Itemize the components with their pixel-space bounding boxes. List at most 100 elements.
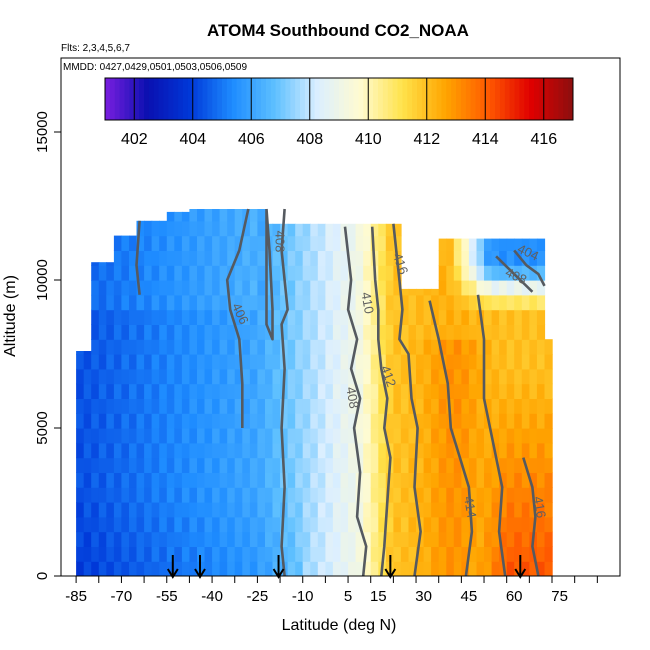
field-cell: [355, 294, 364, 311]
field-cell: [189, 265, 198, 281]
field-cell: [136, 531, 145, 547]
field-cell: [340, 354, 349, 370]
field-cell: [408, 531, 417, 547]
field-cell: [106, 262, 115, 266]
field-cell: [219, 235, 228, 251]
field-cell: [491, 516, 500, 533]
field-cell: [446, 280, 455, 296]
field-cell: [151, 309, 160, 325]
field-cell: [461, 502, 470, 518]
field-cell: [544, 472, 553, 488]
field-cell: [113, 428, 123, 444]
contour-line: [513, 249, 546, 287]
field-cell: [468, 502, 478, 518]
field-cell: [393, 354, 402, 370]
field-cell: [159, 442, 168, 459]
colorbar-swatch: [134, 78, 140, 120]
field-cell: [234, 413, 243, 429]
field-cell: [363, 235, 372, 251]
field-cell: [295, 442, 304, 459]
field-cell: [76, 561, 85, 576]
field-cell: [83, 457, 92, 473]
field-cell: [378, 223, 387, 237]
field-cell: [174, 487, 183, 503]
field-cell: [234, 294, 243, 311]
contour-label: 410: [358, 291, 377, 315]
field-cell: [453, 413, 462, 429]
field-cell: [416, 413, 425, 429]
field-cell: [461, 324, 470, 340]
field-cell: [363, 531, 372, 547]
field-cell: [431, 339, 440, 355]
field-cell: [461, 546, 470, 562]
field-cell: [529, 265, 538, 281]
field-cell: [348, 223, 357, 237]
colorbar-swatch: [558, 78, 564, 120]
field-cell: [98, 546, 107, 562]
field-cell: [408, 561, 417, 576]
field-cell: [385, 487, 394, 503]
field-cell: [174, 294, 183, 311]
field-cell: [408, 413, 417, 429]
field-cell: [174, 211, 183, 222]
x-tick-label: -55: [156, 588, 178, 605]
field-cell: [287, 383, 296, 399]
field-cell: [129, 413, 138, 429]
field-cell: [295, 309, 304, 325]
field-cell: [514, 368, 523, 385]
field-cell: [446, 487, 455, 503]
field-cell: [310, 368, 319, 385]
field-cell: [332, 531, 342, 547]
field-cell: [310, 442, 319, 459]
colorbar-swatch: [339, 78, 345, 120]
field-cell: [400, 457, 410, 473]
field-cell: [212, 368, 221, 385]
field-cell: [280, 235, 289, 251]
field-cell: [227, 398, 236, 414]
field-cell: [129, 324, 138, 340]
field-cell: [499, 531, 508, 547]
field-cell: [476, 265, 485, 281]
field-cell: [257, 280, 266, 296]
field-cell: [113, 457, 123, 473]
field-cell: [468, 457, 478, 473]
field-cell: [129, 383, 138, 399]
colorbar-swatch: [329, 78, 335, 120]
field-cell: [181, 250, 191, 266]
field-cell: [121, 428, 130, 444]
field-cell: [400, 368, 410, 385]
field-cell: [423, 457, 432, 473]
field-cell: [521, 398, 530, 414]
field-cell: [348, 235, 357, 251]
field-cell: [83, 502, 92, 518]
field-cell: [98, 516, 107, 533]
field-cell: [514, 546, 523, 562]
field-cell: [529, 383, 538, 399]
field-cell: [484, 383, 493, 399]
field-cell: [332, 265, 342, 281]
colorbar-tick-label: 408: [296, 131, 323, 148]
field-cell: [506, 238, 515, 251]
field-cell: [348, 561, 357, 576]
field-cell: [272, 516, 281, 533]
field-cell: [355, 368, 364, 385]
field-cell: [355, 250, 364, 266]
field-cell: [227, 561, 236, 576]
field-cell: [234, 368, 243, 385]
field-cell: [212, 383, 221, 399]
field-cell: [302, 546, 311, 562]
field-cell: [166, 472, 175, 488]
x-tick-label: -70: [111, 588, 133, 605]
field-cell: [355, 265, 364, 281]
field-cell: [506, 457, 515, 473]
field-cell: [325, 472, 334, 488]
field-cell: [129, 339, 138, 355]
field-cell: [129, 428, 138, 444]
x-tick-label: 15: [370, 588, 387, 605]
field-cell: [393, 383, 402, 399]
field-cell: [212, 294, 221, 311]
field-cell: [181, 502, 191, 518]
field-cell: [265, 531, 274, 547]
field-cell: [423, 472, 432, 488]
field-cell: [151, 398, 160, 414]
